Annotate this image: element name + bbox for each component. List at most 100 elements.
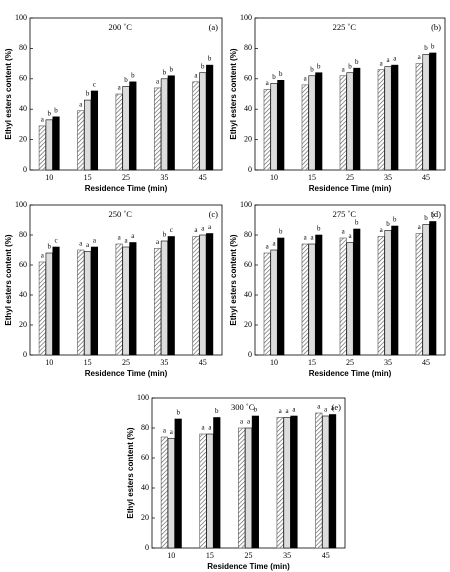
significance-letter: b: [279, 70, 283, 78]
significance-letter: b: [208, 55, 212, 63]
x-tick-label: 35: [283, 551, 291, 560]
panel-title: 275 ˚C: [333, 209, 357, 219]
bar: [153, 87, 162, 171]
x-tick-label: 10: [45, 173, 53, 182]
panel: 0 20 40 60 80 100 250 ˚C (c) Residence Time (min…: [4, 200, 223, 378]
y-tick-label: 0: [23, 165, 27, 174]
bar: [315, 412, 323, 549]
bar: [199, 234, 207, 356]
bar: [301, 243, 309, 356]
bar: [322, 415, 330, 549]
bar: [422, 54, 430, 171]
x-tick-label: 10: [45, 358, 53, 367]
bar: [122, 246, 130, 356]
x-tick-label: 35: [160, 173, 168, 182]
panel-label: (e): [332, 402, 342, 412]
panel: 0 20 40 60 80 100 200 ˚C (a) Residence Time (min…: [4, 13, 223, 193]
bar: [263, 89, 271, 171]
y-tick-label: 100: [15, 13, 27, 22]
significance-letter: a: [324, 406, 328, 414]
bar: [377, 236, 385, 356]
y-axis-label: Ethyl esters content (%): [4, 48, 13, 139]
bar: [192, 236, 200, 356]
bar: [238, 427, 246, 549]
significance-letter: a: [156, 78, 160, 86]
x-axis-label: Residence Time (min): [309, 369, 392, 378]
y-tick-label: 60: [141, 453, 149, 462]
x-tick-label: 45: [422, 173, 430, 182]
y-tick-label: 80: [19, 43, 27, 52]
bar: [315, 72, 323, 171]
significance-letter: b: [47, 243, 51, 251]
bar: [115, 243, 123, 356]
significance-letter: a: [208, 424, 212, 432]
bar: [167, 75, 175, 171]
bar: [270, 249, 278, 356]
bar: [115, 93, 123, 171]
significance-letter: b: [163, 231, 167, 239]
bar: [384, 230, 392, 356]
significance-letter: b: [310, 65, 314, 73]
x-tick-label: 10: [270, 358, 278, 367]
bar: [38, 125, 46, 171]
significance-letter: a: [304, 234, 308, 242]
x-tick-label: 25: [245, 551, 253, 560]
bar: [429, 221, 437, 356]
significance-letter: a: [310, 234, 314, 242]
significance-letter: a: [163, 427, 167, 435]
significance-letter: b: [170, 65, 174, 73]
bar: [153, 248, 162, 356]
significance-letter: a: [170, 428, 174, 436]
significance-letter: b: [254, 406, 258, 414]
bar: [391, 225, 399, 356]
significance-letter: b: [201, 62, 205, 70]
y-axis-label: Ethyl esters content (%): [229, 48, 238, 139]
significance-letter: a: [41, 252, 45, 260]
significance-letter: a: [331, 404, 335, 412]
bar: [277, 80, 285, 171]
y-tick-label: 80: [244, 43, 252, 52]
bar: [346, 72, 354, 171]
significance-letter: a: [342, 228, 346, 236]
panel: 0 20 40 60 80 100 225 ˚C (b) Residence Time (min…: [229, 13, 446, 193]
significance-letter: b: [86, 90, 90, 98]
y-tick-label: 80: [244, 230, 252, 239]
x-tick-label: 15: [206, 551, 214, 560]
y-tick-label: 100: [240, 13, 252, 22]
significance-letter: a: [272, 240, 276, 248]
bar: [174, 418, 182, 549]
bar: [308, 243, 316, 356]
y-tick-label: 60: [19, 74, 27, 83]
bar: [277, 237, 285, 356]
significance-letter: a: [247, 418, 251, 426]
y-tick-label: 20: [244, 134, 252, 143]
significance-letter: b: [424, 214, 428, 222]
significance-letter: a: [131, 232, 135, 240]
bar: [129, 81, 137, 171]
significance-letter: a: [304, 74, 308, 82]
bar: [391, 64, 399, 171]
y-tick-label: 40: [19, 290, 27, 299]
significance-letter: b: [54, 106, 58, 114]
bar: [308, 75, 316, 171]
x-tick-label: 35: [384, 358, 392, 367]
panel-title: 200 ˚C: [109, 22, 133, 32]
bar: [353, 228, 361, 356]
significance-letter: a: [386, 56, 390, 64]
significance-letter: b: [176, 409, 180, 417]
bar: [77, 249, 85, 356]
y-axis-label: Ethyl esters content (%): [126, 427, 135, 518]
significance-letter: b: [279, 228, 283, 236]
y-tick-label: 20: [19, 134, 27, 143]
x-tick-label: 35: [384, 173, 392, 182]
bar: [263, 252, 271, 356]
significance-letter: c: [93, 81, 96, 89]
bar: [77, 110, 85, 171]
bar: [384, 66, 392, 171]
bar: [276, 417, 284, 549]
y-tick-label: 60: [244, 74, 252, 83]
significance-letter: b: [386, 220, 390, 228]
significance-letter: a: [393, 55, 397, 63]
